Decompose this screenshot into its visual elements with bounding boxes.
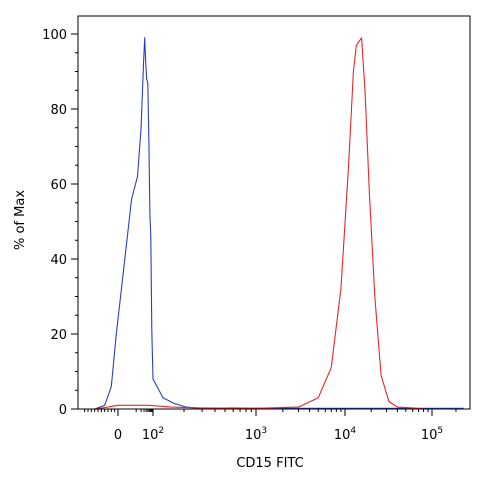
y-tick-label: 60 <box>50 178 67 193</box>
x-axis-title: CD15 FITC <box>236 456 303 471</box>
labels-layer: CD15 FITC % of Max 0 20 40 60 80 100 0 102 103 10… <box>13 28 443 471</box>
y-tick-label: 40 <box>50 253 67 268</box>
x-tick-label: 102 <box>142 426 164 443</box>
x-tick-label: 105 <box>421 426 443 443</box>
x-tick-label: 103 <box>245 426 267 443</box>
y-tick-label: 0 <box>59 403 67 418</box>
y-tick-label: 100 <box>42 28 67 43</box>
y-tick-label: 80 <box>50 103 67 118</box>
x-tick-label: 0 <box>114 428 122 443</box>
series-line-red <box>94 37 424 410</box>
x-tick-label: 104 <box>334 426 357 443</box>
plot-frame <box>77 15 471 410</box>
series-layer <box>94 37 464 410</box>
series-line-blue <box>94 37 464 410</box>
y-tick-label: 20 <box>50 328 67 343</box>
axes-layer <box>71 15 471 416</box>
y-axis-title: % of Max <box>13 190 28 250</box>
